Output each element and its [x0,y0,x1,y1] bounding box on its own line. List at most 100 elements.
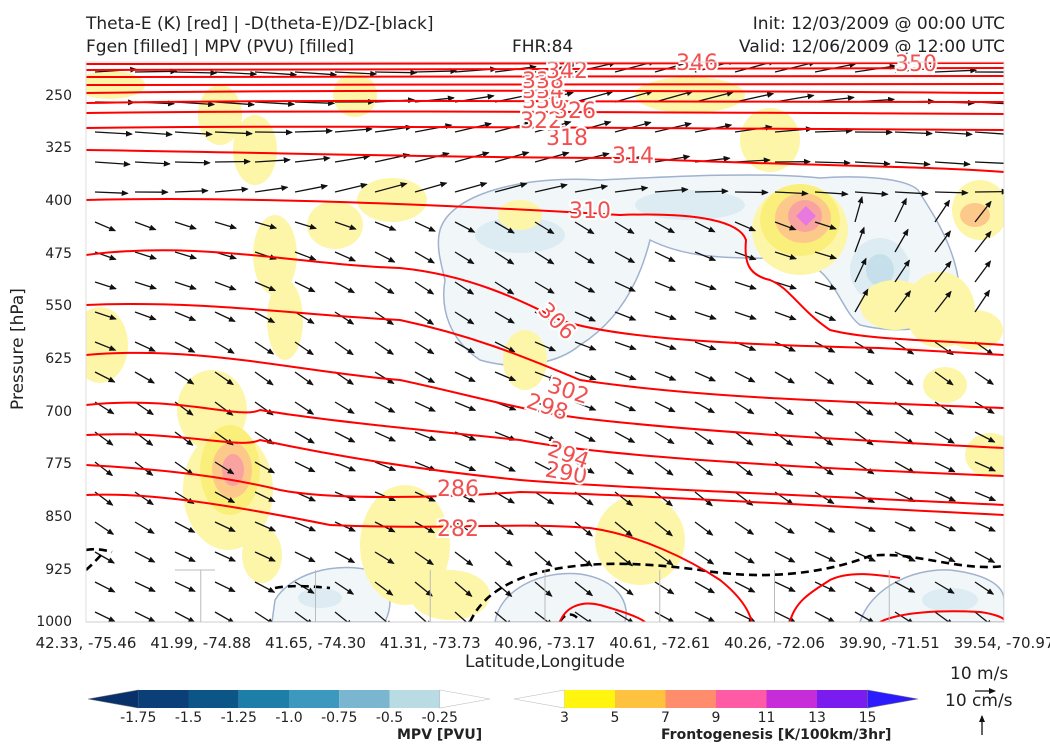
wind-vector [334,581,355,595]
wind-vector [294,611,314,622]
wind-vector [654,431,675,445]
wind-vector [414,181,448,193]
wind-vector [334,551,356,564]
wind-vector [134,491,154,506]
wind-vector [454,221,476,233]
theta-e-label: 314 [612,144,654,169]
wind-vector [214,581,236,593]
wind-vector [974,431,996,443]
wind-vector [934,401,955,415]
wind-vector [574,521,593,537]
wind-vector [534,431,557,442]
wind-vector [854,461,875,475]
wind-vector [934,189,969,196]
wind-vector [134,551,156,563]
wind-vector [654,461,674,476]
theta-e-labels: 2822862902942983023063103143183223263303… [435,49,939,544]
wind-vector [654,341,677,351]
wind-vector [294,551,316,563]
wind-vector [894,371,914,386]
mpv-colorbar-cell [238,690,289,708]
wind-vector [654,251,676,263]
wind-vector [614,491,634,507]
wind-vector [494,551,513,567]
wind-vector [974,521,996,532]
wind-vector [134,401,154,416]
wind-vector [294,221,317,230]
wind-vector [574,184,609,193]
y-tick-label: 550 [45,298,72,314]
wind-vector [214,491,236,504]
wind-vector [814,551,836,562]
wind-vector [414,68,458,75]
wind-vector [534,311,556,323]
wind-vector [814,251,838,260]
stability-contour [468,553,1004,622]
theta-e-label: 330 [522,89,564,114]
wind-vector [694,521,714,536]
wind-vector [214,551,237,562]
wind-vector [534,281,555,294]
wind-vector [174,69,218,76]
wind-vector [334,154,371,163]
wind-vector [894,581,916,593]
wind-vector [254,491,276,503]
wind-vector [894,341,915,355]
wind-vector [134,281,157,290]
wind-vector [254,371,274,386]
wind-vector [294,461,316,473]
y-tick-label: 775 [45,456,72,472]
wind-vector [734,551,755,564]
theta-e-contour [86,464,1004,516]
wind-vector [374,461,397,472]
wind-vector [294,341,314,356]
wind-vector [974,230,992,253]
theta-e-label: 322 [520,109,562,134]
wind-vector [694,221,716,233]
wind-vector [134,68,178,75]
wind-vector [574,461,595,474]
mpv-colorbar-tick: -1.75 [120,710,156,726]
wind-vector [454,181,488,193]
wind-vector [974,461,997,472]
theta-e-contour [86,110,1004,115]
wind-vector [974,289,991,313]
wind-vector [694,90,734,103]
fgen-3-region [635,77,745,113]
fgen-3-region [267,280,303,360]
theta-e-contour [559,602,646,622]
mpv-inner [635,190,745,220]
wind-vector [774,371,795,384]
wind-vector [654,90,694,103]
wind-vector [174,581,196,592]
wind-vector [334,431,356,443]
wind-vector [214,281,237,291]
theta-e-contour [86,303,1004,409]
mpv-colorbar-cell [289,690,340,708]
wind-vector [854,521,876,532]
fgen-3-region [947,310,1003,350]
wind-vector [934,491,957,502]
wind-vector [534,341,557,352]
wind-vector [974,371,995,385]
wind-vector [774,401,794,416]
fgen-colorbar-cell [716,690,767,708]
wind-vector [694,341,717,351]
wind-vector [854,611,875,622]
wind-vector [774,221,797,231]
wind-vector [974,260,992,283]
wind-vector [334,70,378,77]
wind-vector [214,401,234,416]
y-tick-label: 850 [45,509,72,525]
wind-vector [894,461,916,474]
theta-e-label: 350 [895,52,937,77]
wind-vector [374,551,395,565]
wind-vector [974,200,992,223]
wind-vector [534,551,553,567]
wind-vector [174,187,209,194]
fgen-3-region [357,178,427,222]
wind-vector [174,221,197,230]
wind-vector [974,131,1004,135]
wind-vector [174,251,198,260]
wind-vector [374,281,395,295]
